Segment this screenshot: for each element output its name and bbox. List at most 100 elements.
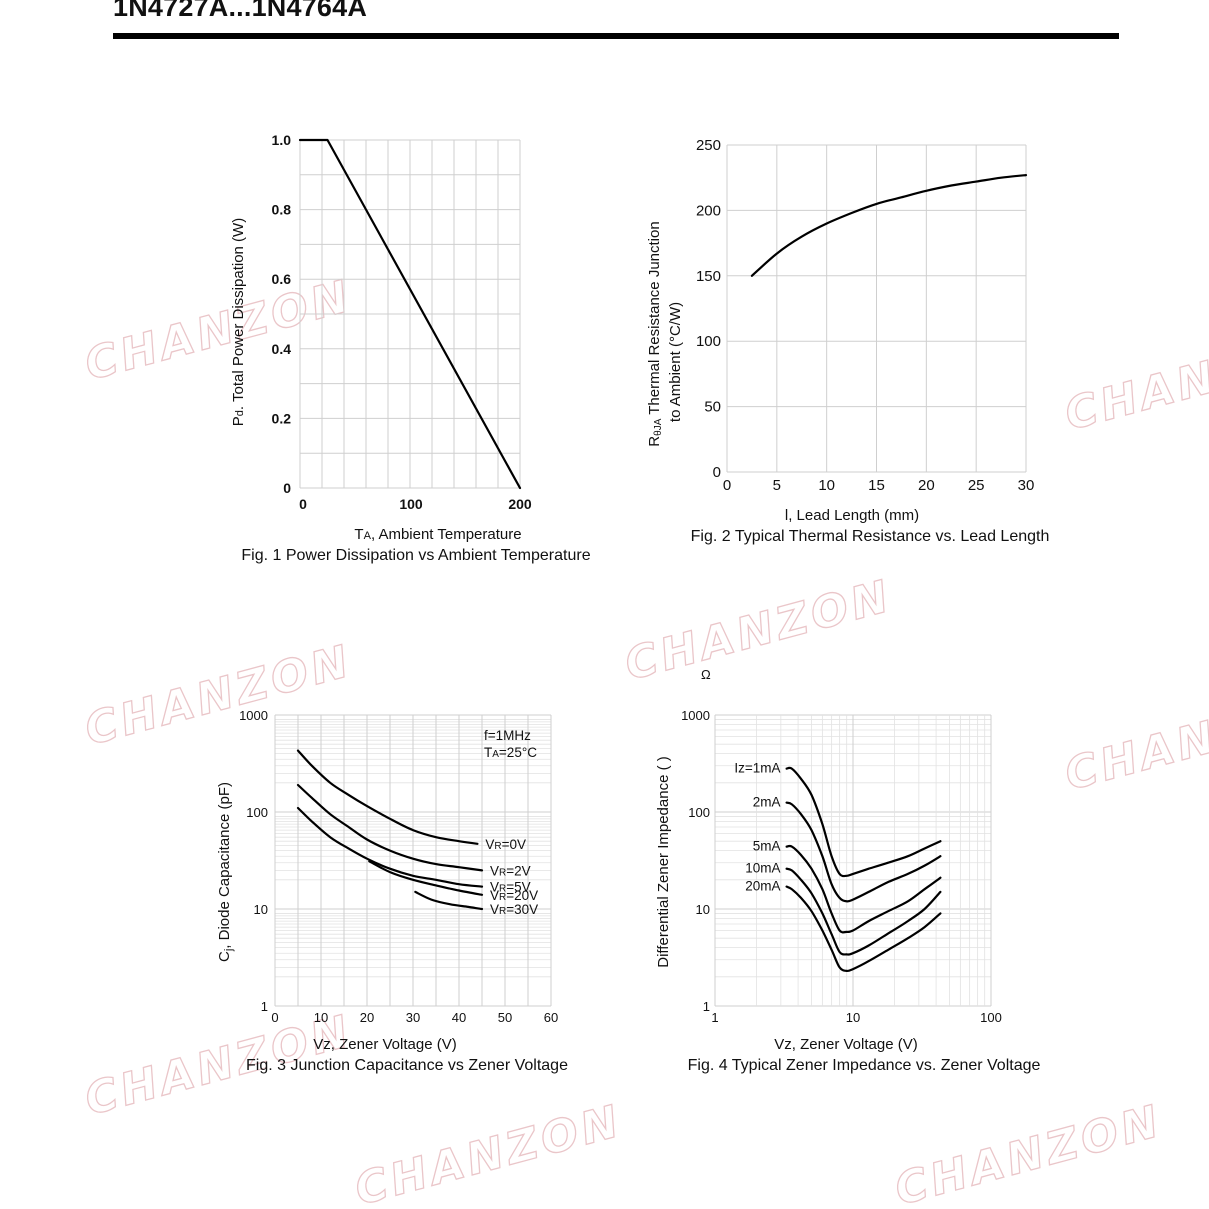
y-tick-label: 250: [696, 137, 721, 154]
fig4-series-iz-1ma: [785, 766, 942, 878]
y-tick-label: 10: [254, 902, 268, 917]
y-tick-label: 200: [696, 202, 721, 219]
fig4-series-label: 10mA: [745, 861, 780, 876]
fig4-grid: [714, 714, 992, 1007]
fig3-series-vr-0v: [296, 749, 479, 845]
page-header: 1N4727A...1N4764A: [0, 0, 1209, 44]
x-tick-label: 40: [452, 1010, 466, 1025]
fig3-series-vr-5v: [296, 806, 484, 888]
x-tick-label: 100: [980, 1010, 1002, 1025]
fig3-xlabel: Vz, Zener Voltage (V): [313, 1036, 456, 1053]
y-tick-label: 1: [703, 999, 710, 1014]
fig3-ylabel: Cj, Diode Capacitance (pF): [216, 782, 235, 962]
fig4-caption: Fig. 4 Typical Zener Impedance vs. Zener…: [688, 1057, 1041, 1074]
fig4-series-label: Iz=1mA: [734, 761, 780, 776]
y-tick-label: 1000: [681, 708, 710, 723]
y-tick-label: 1000: [239, 708, 268, 723]
fig2-caption: Fig. 2 Typical Thermal Resistance vs. Le…: [691, 528, 1050, 545]
x-tick-label: 20: [918, 477, 935, 494]
x-tick-label: 5: [773, 477, 781, 494]
fig3-series-vr-20v: [368, 860, 484, 896]
fig1-ticks: 0 100 200 0 0.2 0.4 0.6 0.8 1.0: [272, 132, 532, 512]
fig2-grid: [726, 144, 1027, 473]
fig4-stray-label: Ω: [701, 667, 711, 682]
watermark-text: CHANZON: [1060, 320, 1209, 440]
y-tick-label: 100: [246, 805, 268, 820]
fig4-series-5ma: [785, 844, 942, 934]
y-tick-label: 50: [704, 399, 721, 416]
watermark-text: CHANZON: [890, 1095, 1168, 1209]
y-tick-label: 0.2: [272, 410, 292, 426]
fig3-caption: Fig. 3 Junction Capacitance vs Zener Vol…: [246, 1057, 568, 1074]
y-tick-label: 0.4: [272, 341, 292, 357]
fig4-series-10ma: [785, 867, 942, 956]
watermark-text: CHANZON: [350, 1095, 628, 1209]
x-tick-label: 25: [968, 477, 985, 494]
x-tick-label: 60: [544, 1010, 558, 1025]
fig4-ylabel: Differential Zener Impedance ( ): [655, 756, 672, 968]
y-tick-label: 150: [696, 268, 721, 285]
fig3-ticks: 0 10 20 30 40 50 60 1 10 100 1000: [239, 708, 558, 1025]
watermark-text: CHANZON: [80, 635, 358, 755]
x-tick-label: 30: [1018, 477, 1035, 494]
fig1-caption: Fig. 1 Power Dissipation vs Ambient Temp…: [241, 547, 590, 564]
fig4-series-20ma: [785, 885, 942, 973]
fig3-series-label: VR=2V: [490, 863, 531, 878]
header-rule: [113, 33, 1119, 39]
watermark-text: CHANZON: [620, 570, 898, 690]
fig2-ticks: 0 5 10 15 20 25 30 0 50 100 150 200 250: [696, 137, 1034, 494]
x-tick-label: 200: [508, 496, 532, 512]
x-tick-label: 50: [498, 1010, 512, 1025]
x-tick-label: 0: [723, 477, 731, 494]
x-tick-label: 15: [868, 477, 885, 494]
fig4-curves: Iz=1mA 2mA 5mA 10mA 20mA: [734, 761, 942, 973]
x-tick-label: 0: [271, 1010, 278, 1025]
fig4-xlabel: Vz, Zener Voltage (V): [774, 1036, 917, 1053]
y-tick-label: 0: [283, 480, 291, 496]
fig3-series-label: VR=20V: [490, 888, 538, 903]
fig3-condition-temp: TA=25°C: [484, 745, 537, 760]
watermark-text: CHANZON: [80, 270, 358, 390]
y-tick-label: 1.0: [272, 132, 292, 148]
fig1-curves: [298, 138, 522, 490]
x-tick-label: 1: [711, 1010, 718, 1025]
fig4-series-label: 2mA: [753, 795, 781, 810]
fig3-series-label: VR=0V: [485, 837, 526, 852]
page-title: 1N4727A...1N4764A: [113, 0, 368, 22]
fig1-ylabel: Pd. Total Power Dissipation (W): [230, 218, 247, 426]
fig2-ylabel-line1: RθJA Thermal Resistance Junction: [646, 221, 664, 446]
y-tick-label: 1: [261, 999, 268, 1014]
x-tick-label: 10: [314, 1010, 328, 1025]
x-tick-label: 0: [299, 496, 307, 512]
fig2-ylabel-line2: to Ambient (°C/W): [667, 302, 684, 422]
fig2-series-curve: [750, 174, 1028, 277]
fig3-series-label: VR=30V: [490, 902, 538, 917]
x-tick-label: 100: [399, 496, 423, 512]
fig3-grid: [274, 714, 552, 1007]
fig4-series-label: 5mA: [753, 839, 781, 854]
y-tick-label: 10: [696, 902, 710, 917]
watermark-text: CHANZON: [1060, 680, 1209, 800]
fig1-series-curve: [298, 138, 522, 490]
x-tick-label: 10: [818, 477, 835, 494]
fig3-series-vr-2v: [296, 783, 484, 872]
x-tick-label: 20: [360, 1010, 374, 1025]
fig2-thermal-resistance-chart: 0 5 10 15 20 25 30 0 50 100 150 200 250 l, Lead Leng…: [646, 137, 1049, 545]
fig2-xlabel: l, Lead Length (mm): [785, 507, 919, 524]
x-tick-label: 30: [406, 1010, 420, 1025]
fig3-condition-freq: f=1MHz: [484, 728, 531, 743]
y-tick-label: 100: [696, 333, 721, 350]
fig3-series-vr-30v: [414, 890, 484, 911]
y-tick-label: 0: [713, 464, 721, 481]
y-tick-label: 0.8: [272, 202, 292, 218]
y-tick-label: 0.6: [272, 271, 292, 287]
fig1-xlabel: TA, Ambient Temperature: [354, 526, 521, 543]
x-tick-label: 10: [846, 1010, 860, 1025]
fig2-curves: [750, 174, 1028, 277]
fig4-ticks: 1 10 100 1 10 100 1000: [681, 708, 1002, 1025]
fig1-grid: [299, 139, 521, 489]
